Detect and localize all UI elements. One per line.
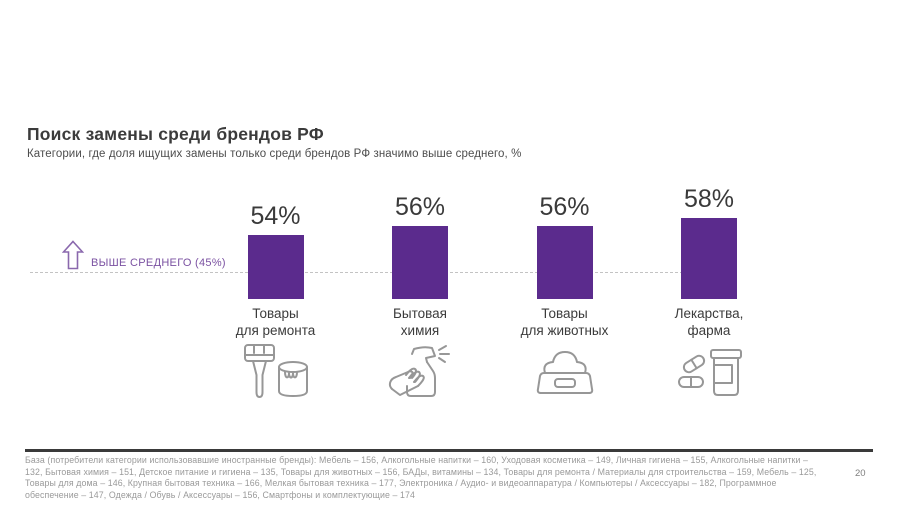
bar-group-zhivotnye: 56% Товары для животных (492, 0, 638, 506)
footer-divider (25, 449, 873, 452)
bar-value-label: 56% (539, 193, 590, 222)
benchmark-label: ВЫШЕ СРЕДНЕГО (45%) (91, 257, 226, 269)
benchmark-annotation: ВЫШЕ СРЕДНЕГО (45%) (62, 240, 226, 270)
bar-group-lekarstva: 58% Лекарства, фарма (636, 0, 782, 506)
arrow-up-icon (62, 240, 84, 270)
bar-group-remont: 54% Товары для ремонта (203, 0, 349, 506)
category-label: Бытовая химия (393, 306, 447, 338)
pills-and-bottle-icon (673, 342, 745, 402)
category-label: Товары для ремонта (235, 306, 316, 338)
spray-cleaner-hand-icon (384, 342, 456, 402)
benchmark-dashed-line (30, 272, 718, 273)
bar (681, 217, 737, 299)
bar (247, 234, 304, 299)
bar-value-label: 54% (250, 201, 301, 230)
footer-base-note: База (потребители категории использовавш… (25, 455, 817, 500)
paint-brush-and-can-icon (240, 342, 312, 402)
bar (536, 226, 593, 299)
bar-value-label: 56% (394, 193, 446, 222)
pet-bowl-icon (529, 342, 601, 402)
category-label: Лекарства, фарма (674, 306, 744, 338)
page-number: 20 (855, 468, 866, 479)
bar-value-label: 58% (683, 184, 735, 213)
page-subtitle: Категории, где доля ищущих замены только… (27, 148, 522, 160)
bar (392, 226, 448, 299)
page-title: Поиск замены среди брендов РФ (27, 124, 324, 144)
bar-group-himiya: 56% Бытовая химия (347, 0, 493, 506)
category-label: Товары для животных (520, 306, 609, 338)
